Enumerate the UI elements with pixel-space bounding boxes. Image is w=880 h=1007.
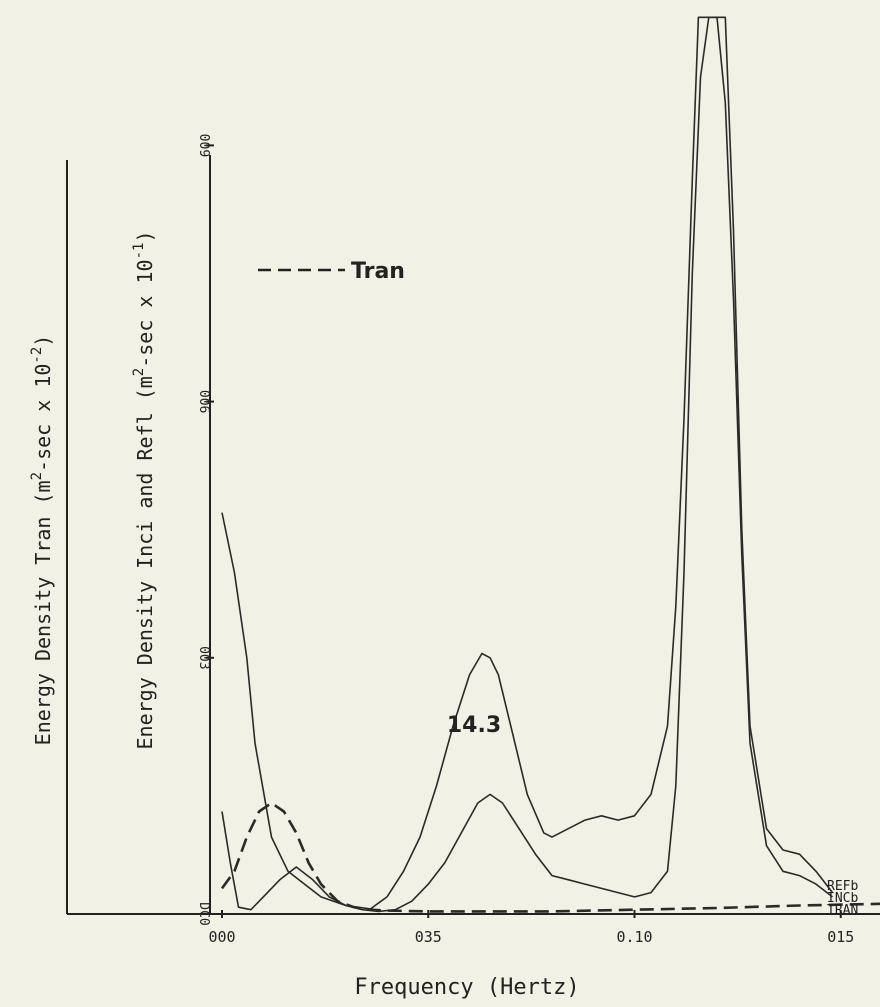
y-axis-label-inci-sup2: -1 bbox=[131, 243, 147, 260]
peak-annotation: 14.3 bbox=[447, 713, 501, 738]
y-tick-label-3: 009 bbox=[196, 134, 211, 157]
x-ticks: 000 035 0.10 015 bbox=[208, 910, 854, 946]
y-ticks: DC0 003 006 009 bbox=[196, 134, 214, 926]
y-axis-label-tran-sup1: 2 bbox=[29, 472, 45, 480]
y-tick-label-1: 003 bbox=[196, 646, 211, 669]
legend-label-tran: Tran bbox=[351, 259, 405, 284]
x-tick-label-2: 0.10 bbox=[616, 928, 652, 946]
y-axis-label-tran: Energy Density Tran (m2-sec x 10-2) bbox=[29, 335, 55, 746]
series-line-refb bbox=[221, 16, 833, 913]
y-tick-label-0: DC0 bbox=[196, 902, 211, 925]
y-axis-label-tran-mid: -sec x 10 bbox=[31, 364, 55, 472]
y-axis-label-inci-mid: -sec x 10 bbox=[133, 259, 157, 367]
y-axis-label-inci-main: Energy Density Inci and Refl (m bbox=[133, 376, 157, 749]
y-axis-label-tran-main: Energy Density Tran (m bbox=[31, 480, 55, 745]
series-line-tran bbox=[220, 801, 880, 913]
series-line-incb bbox=[221, 16, 834, 910]
legend: Tran bbox=[258, 259, 405, 284]
y-axis-label-tran-end: ) bbox=[31, 335, 55, 347]
series-lines bbox=[220, 16, 880, 913]
end-label-incb: INCb bbox=[827, 891, 858, 906]
y-axis-label-inci-end: ) bbox=[133, 231, 157, 243]
x-tick-label-0: 000 bbox=[208, 928, 235, 946]
end-label-refb: REFb bbox=[827, 879, 858, 894]
x-tick-label-1: 035 bbox=[415, 928, 442, 946]
y-axis-label-tran-sup2: -2 bbox=[29, 347, 45, 364]
y-axis-label-inci-refl: Energy Density Inci and Refl (m2-sec x 1… bbox=[131, 231, 157, 750]
y-tick-label-2: 006 bbox=[196, 390, 211, 413]
end-label-tran: TRAN bbox=[827, 903, 858, 918]
x-tick-label-3: 015 bbox=[827, 928, 854, 946]
y-axis-label-inci-sup1: 2 bbox=[131, 368, 147, 376]
x-axis-label: Frequency (Hertz) bbox=[354, 975, 579, 1000]
